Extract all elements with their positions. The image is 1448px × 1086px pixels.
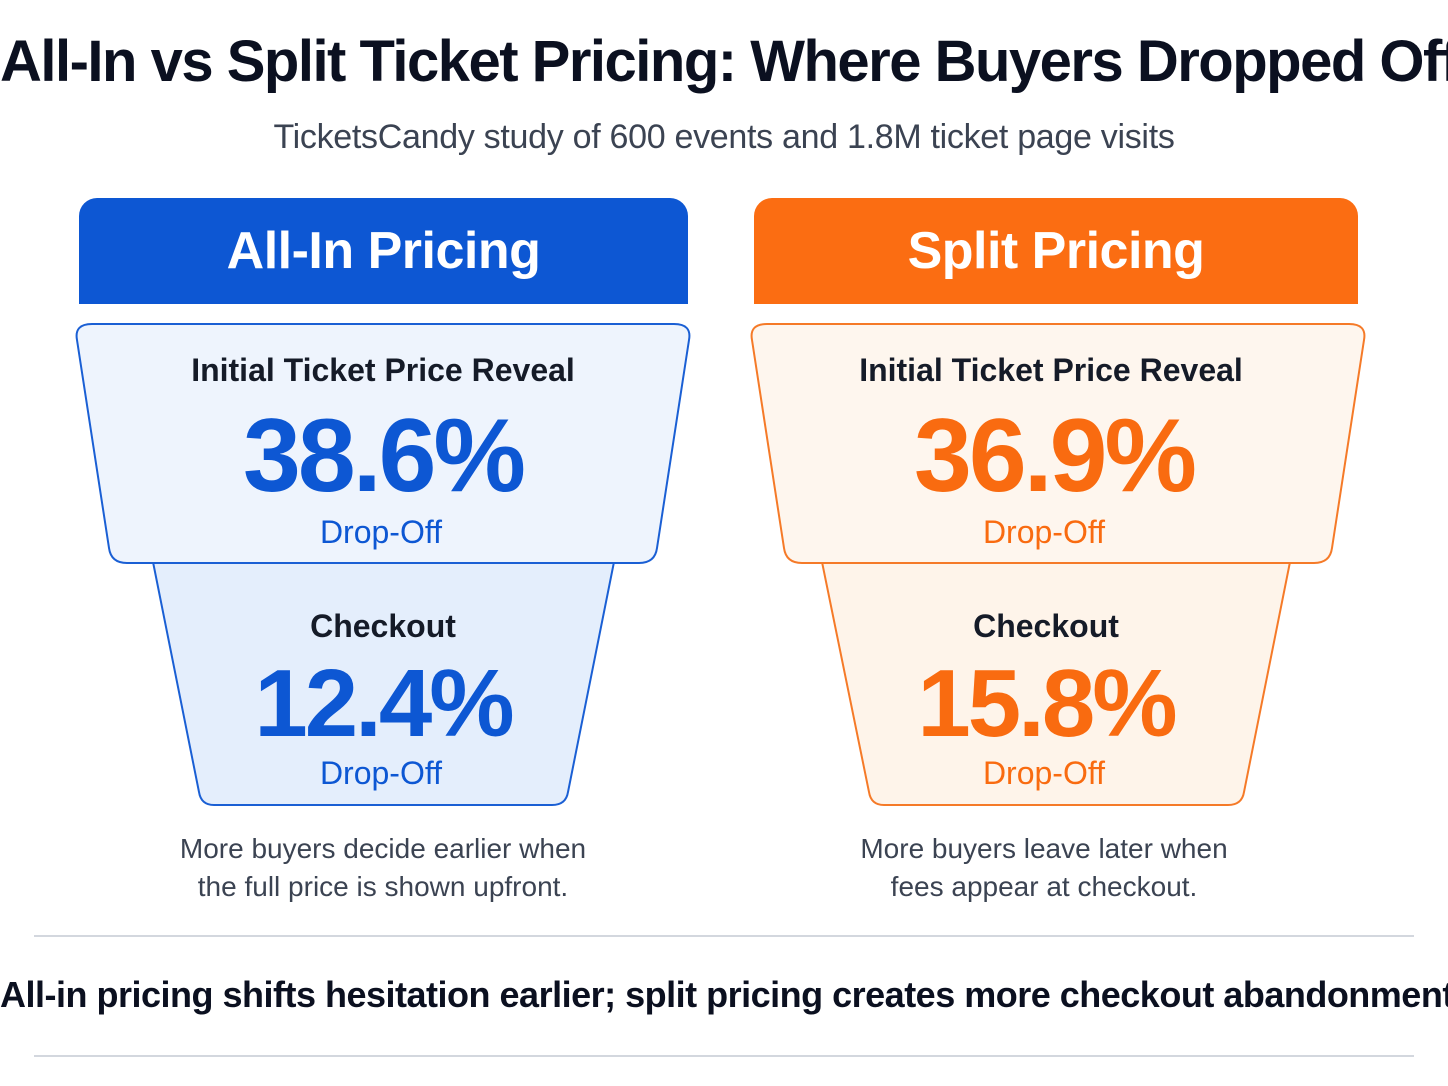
all-in-checkout-value: 12.4% <box>254 650 514 757</box>
all-in-note-line-1: More buyers decide earlier when <box>179 833 587 864</box>
all-in-checkout-label: Checkout <box>310 608 456 644</box>
all-in-note: More buyers decide earlier when the full… <box>83 830 683 906</box>
all-in-note-line-2: the full price is shown upfront. <box>197 871 569 902</box>
split-reveal-label: Initial Ticket Price Reveal <box>859 352 1243 388</box>
split-checkout-label: Checkout <box>973 608 1119 644</box>
all-in-checkout-stage <box>151 561 616 806</box>
split-reveal-stage <box>750 323 1366 564</box>
split-note-line-2: fees appear at checkout. <box>890 871 1198 902</box>
all-in-checkout-sub: Drop-Off <box>319 755 443 791</box>
divider-top <box>34 935 1414 937</box>
page-subtitle: TicketsCandy study of 600 events and 1.8… <box>273 118 1175 156</box>
split-pricing-header: Split Pricing <box>754 198 1358 304</box>
all-in-pricing-header: All-In Pricing <box>79 198 688 304</box>
divider-bottom <box>34 1055 1414 1057</box>
split-reveal-sub: Drop-Off <box>982 514 1106 550</box>
page-title: All-In vs Split Ticket Pricing: Where Bu… <box>0 29 1448 94</box>
split-note: More buyers leave later when fees appear… <box>754 830 1334 906</box>
split-reveal-value: 36.9% <box>914 398 1197 514</box>
split-checkout-sub: Drop-Off <box>982 755 1106 791</box>
all-in-reveal-label: Initial Ticket Price Reveal <box>191 352 575 388</box>
split-checkout-stage <box>820 561 1292 806</box>
conclusion-text: All-in pricing shifts hesitation earlier… <box>0 974 1448 1015</box>
all-in-reveal-stage <box>75 323 691 564</box>
split-checkout-value: 15.8% <box>917 650 1177 757</box>
all-in-reveal-value: 38.6% <box>243 398 526 514</box>
split-note-line-1: More buyers leave later when <box>860 833 1228 864</box>
all-in-reveal-sub: Drop-Off <box>319 514 443 550</box>
